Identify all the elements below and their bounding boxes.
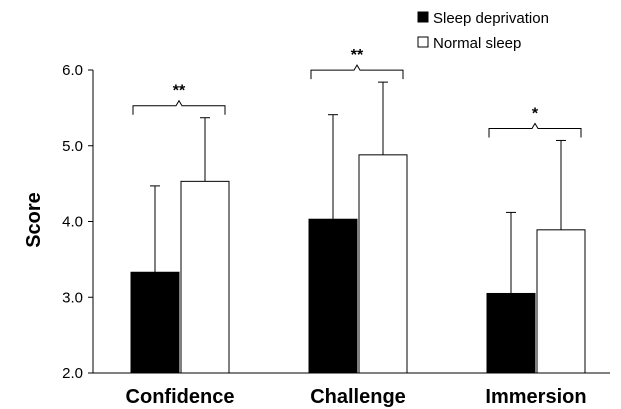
y-tick-label-0: 2.0 xyxy=(62,365,83,382)
category-label-challenge: Challenge xyxy=(310,386,406,408)
significance-bracket-challenge xyxy=(310,64,404,80)
y-axis-label: Score xyxy=(23,192,45,248)
y-tick-label-1: 3.0 xyxy=(62,289,83,306)
bar-challenge-0 xyxy=(308,218,358,374)
significance-label-immersion: * xyxy=(532,105,539,122)
legend-swatch-0 xyxy=(417,11,429,23)
bar-immersion-1 xyxy=(536,229,586,374)
bar-confidence-1 xyxy=(180,180,230,374)
bar-immersion-0 xyxy=(486,292,536,374)
significance-bracket-confidence xyxy=(132,99,226,115)
bar-confidence-0 xyxy=(130,271,180,374)
significance-bracket-immersion xyxy=(488,122,582,138)
significance-label-confidence: ** xyxy=(173,83,186,100)
legend-label-1: Normal sleep xyxy=(433,35,521,52)
bar-challenge-1 xyxy=(358,154,408,374)
category-label-immersion: Immersion xyxy=(485,386,586,408)
significance-label-challenge: ** xyxy=(351,47,364,64)
legend-swatch-1 xyxy=(417,36,429,48)
category-label-confidence: Confidence xyxy=(126,386,235,408)
y-tick-label-3: 5.0 xyxy=(62,138,83,155)
plot-area: 2.0 3.0 4.0 5.0 6.0 ** Confidence ** Challenge * I… xyxy=(62,47,610,408)
legend-label-0: Sleep deprivation xyxy=(433,10,549,27)
legend: Sleep deprivation Normal sleep xyxy=(417,10,549,52)
y-tick-label-4: 6.0 xyxy=(62,62,83,79)
y-tick-label-2: 4.0 xyxy=(62,214,83,231)
